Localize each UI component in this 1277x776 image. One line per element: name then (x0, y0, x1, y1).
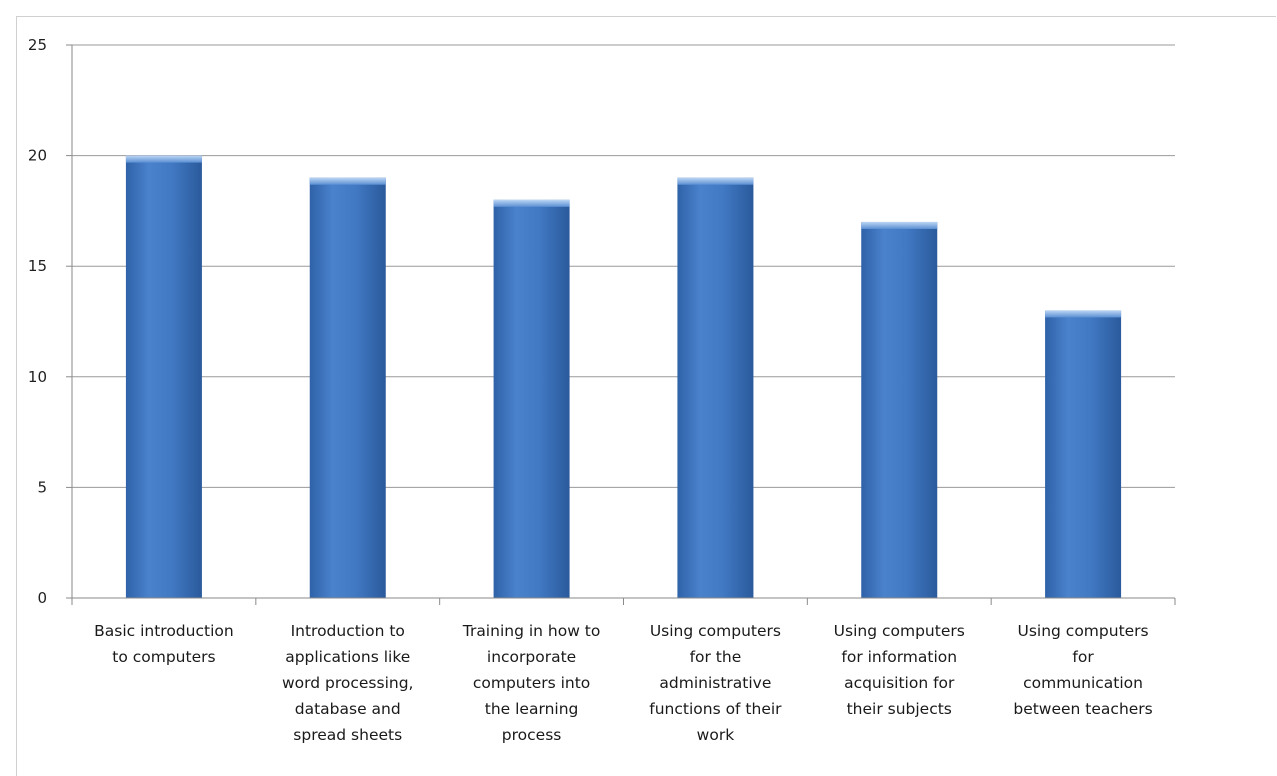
x-axis (71, 597, 1176, 605)
bar-body (309, 177, 386, 598)
bars (125, 155, 1122, 598)
y-tick-label: 0 (37, 589, 47, 607)
bar-body (493, 199, 570, 598)
bar-body (677, 177, 754, 598)
x-category-label: Using computers for information acquisit… (833, 622, 965, 718)
chart-frame (16, 16, 1276, 776)
bar-body (861, 221, 938, 598)
y-tick-label: 5 (37, 478, 47, 496)
y-axis: 0 5 10 15 20 25 (28, 36, 73, 607)
x-category-label: Training in how to incorporate computers… (462, 622, 601, 744)
bar (125, 155, 202, 598)
bar-body (125, 155, 202, 598)
x-category-label: Using computers for the administrative f… (649, 622, 782, 744)
bar-highlight (309, 177, 386, 185)
bar-body (1045, 310, 1122, 598)
bar-highlight (125, 155, 202, 163)
x-category-label: Using computers for communication betwee… (1013, 622, 1153, 718)
bar (309, 177, 386, 598)
bar (493, 199, 570, 598)
bar-highlight (1045, 310, 1122, 318)
bar-highlight (861, 221, 938, 229)
gridlines (72, 44, 1175, 488)
bar-highlight (493, 199, 570, 207)
y-tick-label: 15 (28, 257, 47, 275)
bar (677, 177, 754, 598)
y-tick-label: 25 (28, 36, 47, 54)
y-tick-label: 20 (28, 147, 47, 165)
bar-highlight (677, 177, 754, 185)
y-tick-label: 10 (28, 368, 47, 386)
x-category-label: Basic introduction to computers (94, 622, 234, 666)
bar (861, 221, 938, 598)
bar (1045, 310, 1122, 598)
x-category-label: Introduction to applications like word p… (281, 622, 414, 744)
